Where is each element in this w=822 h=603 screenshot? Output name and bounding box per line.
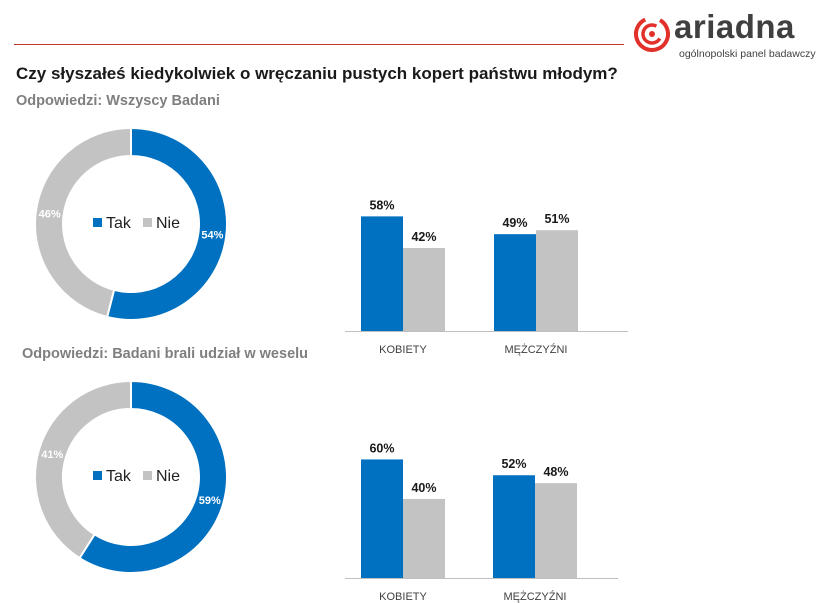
header-divider bbox=[14, 44, 624, 45]
bar-2-category-0: KOBIETY bbox=[379, 591, 427, 603]
donut-1-slice-tak bbox=[105, 126, 228, 321]
donut-2-legend-swatch-nie bbox=[143, 471, 152, 480]
donut-1-legend-nie: Nie bbox=[156, 215, 180, 232]
brand-logo: ariadna ogólnopolski panel badawczy bbox=[632, 8, 816, 60]
donut-1-slice-nie bbox=[34, 126, 132, 319]
donut-1-label-nie: 46% bbox=[39, 209, 61, 221]
section-subtitle-all: Odpowiedzi: Wszyscy Badani bbox=[16, 93, 220, 109]
donut-2-label-tak: 59% bbox=[199, 495, 221, 507]
donut-1-legend-swatch-tak bbox=[93, 218, 102, 227]
bar-2-kobiety-nie-label: 40% bbox=[411, 481, 436, 495]
bar-1-mężczyźni-nie-label: 51% bbox=[544, 212, 569, 226]
brand-tagline: ogólnopolski panel badawczy bbox=[679, 48, 816, 60]
bar-1-mężczyźni-tak bbox=[494, 234, 536, 331]
donut-2-slice-tak bbox=[78, 379, 228, 574]
bar-1-mężczyźni-nie bbox=[536, 230, 578, 331]
bar-2-mężczyźni-nie-label: 48% bbox=[543, 465, 568, 479]
bar-2-mężczyźni-tak bbox=[493, 475, 535, 578]
bar-2-mężczyźni-tak-label: 52% bbox=[501, 457, 526, 471]
bar-1-kobiety-nie-label: 42% bbox=[411, 230, 436, 244]
bar-2-kobiety-tak-label: 60% bbox=[369, 441, 394, 455]
section-subtitle-wedding: Odpowiedzi: Badani brali udział w weselu bbox=[22, 346, 309, 362]
brand-name: ariadna bbox=[674, 8, 795, 45]
donut-1-legend-swatch-nie bbox=[143, 218, 152, 227]
bar-2-kobiety-tak bbox=[361, 459, 403, 578]
bar-1-category-1: MĘŻCZYŹNI bbox=[505, 343, 568, 356]
bar-1-kobiety-tak bbox=[361, 216, 403, 331]
ariadna-logo-icon bbox=[634, 16, 670, 52]
bar-2-mężczyźni-nie bbox=[535, 483, 577, 578]
donut-2-legend-tak: Tak bbox=[106, 468, 132, 485]
bar-1-mężczyźni-tak-label: 49% bbox=[502, 216, 527, 230]
donut-1-label-tak: 54% bbox=[201, 229, 223, 241]
donut-2-legend-swatch-tak bbox=[93, 471, 102, 480]
page-title: Czy słyszałeś kiedykolwiek o wręczaniu p… bbox=[16, 64, 618, 83]
donut-2-slice-nie bbox=[34, 379, 132, 560]
bar-1-kobiety-nie bbox=[403, 248, 445, 331]
bar-2-category-1: MĘŻCZYŹNI bbox=[504, 590, 567, 603]
donut-2-label-nie: 41% bbox=[41, 449, 63, 461]
donut-1-legend-tak: Tak bbox=[106, 215, 132, 232]
bar-1-category-0: KOBIETY bbox=[379, 344, 427, 356]
bar-1-kobiety-tak-label: 58% bbox=[369, 198, 394, 212]
bar-2-kobiety-nie bbox=[403, 498, 445, 578]
donut-2-legend-nie: Nie bbox=[156, 468, 180, 485]
